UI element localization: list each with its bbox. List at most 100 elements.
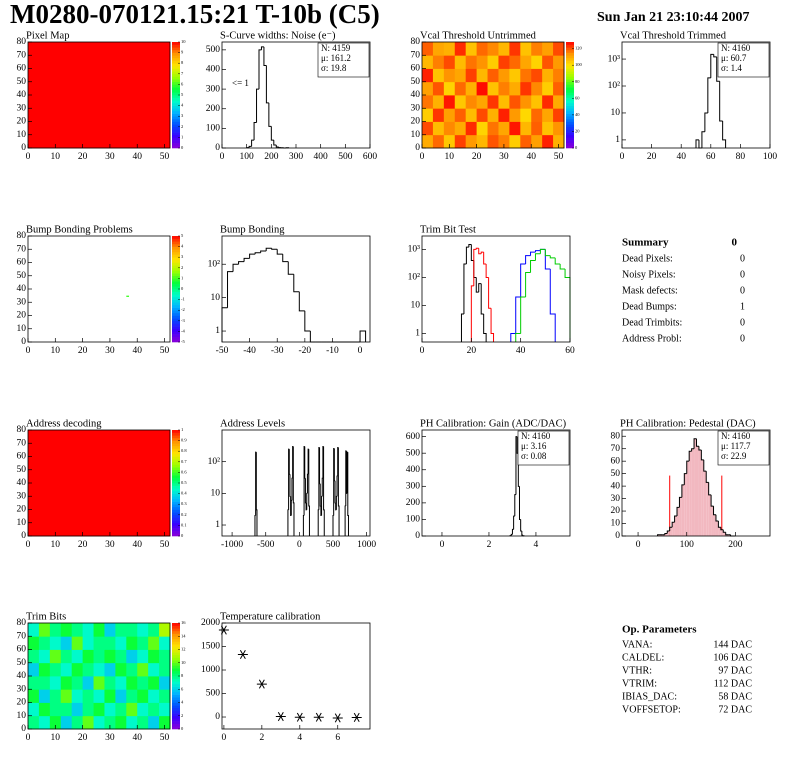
y-tick-label: 50 <box>611 469 621 479</box>
stats-line: N: 4160 <box>721 43 751 53</box>
color-bar-slice <box>172 236 180 239</box>
x-tick-label: 4 <box>297 733 302 743</box>
heatmap-cell <box>49 623 62 637</box>
panel-title: Trim Bit Test <box>420 224 476 235</box>
histogram-bin <box>490 308 495 342</box>
heatmap-cell <box>509 55 521 69</box>
histogram-bin <box>713 54 717 58</box>
histogram-bin <box>701 131 705 148</box>
y-tick-label: 60 <box>17 64 27 74</box>
heatmap-cell <box>476 68 488 83</box>
histogram-bin <box>664 533 668 535</box>
x-tick-label: 200 <box>264 152 279 162</box>
heatmap-cell <box>509 108 521 122</box>
heatmap-cell <box>498 134 510 149</box>
color-bar-slice <box>566 113 574 117</box>
op-label: VTHR: <box>622 665 652 676</box>
color-bar-slice <box>172 291 180 295</box>
x-tick-label: 0 <box>26 346 31 356</box>
color-bar-slice <box>172 302 180 306</box>
histogram-bin <box>686 460 690 474</box>
x-tick-label: 4 <box>534 540 539 550</box>
color-bar-slice <box>172 697 180 701</box>
y-tick-label: 10 <box>611 519 621 529</box>
color-bar-slice <box>172 445 180 449</box>
panel-title: Vcal Threshold Untrimmed <box>420 30 537 41</box>
color-bar-slice <box>566 110 574 114</box>
heatmap-cell <box>126 702 138 717</box>
heatmap-cell <box>137 662 149 677</box>
color-bar-slice <box>566 97 574 101</box>
histogram-bin <box>271 248 278 250</box>
color-bar-slice <box>172 49 180 53</box>
heatmap-cell <box>71 676 84 690</box>
x-tick-label: 100 <box>763 152 778 162</box>
heatmap-cell <box>443 42 456 56</box>
heatmap-cell <box>115 623 127 637</box>
heatmap-cell <box>520 55 532 69</box>
heatmap-cell <box>60 702 73 717</box>
histogram-fill <box>657 534 660 536</box>
color-bar-label: 10 <box>181 660 186 665</box>
y-tick-label: 1 <box>415 329 420 339</box>
histogram-bin <box>273 140 277 146</box>
x-tick-label: 60 <box>565 346 575 356</box>
histogram-bin <box>515 333 521 342</box>
color-bar-slice <box>566 84 574 88</box>
heatmap-cell <box>454 81 467 96</box>
op-title: Op. Parameters <box>622 624 697 636</box>
color-bar-slice <box>172 721 180 724</box>
y-tick-label: 60 <box>411 64 421 74</box>
heatmap-cell <box>487 55 499 69</box>
heatmap-cell <box>443 108 456 122</box>
histogram-bin <box>717 521 721 528</box>
heatmap-cell <box>487 108 499 122</box>
heatmap-cell <box>542 55 554 69</box>
histogram-bin <box>525 255 531 265</box>
color-bar-slice <box>172 68 180 72</box>
color-bar-label: 0 <box>181 533 184 538</box>
heatmap-cell <box>115 702 127 717</box>
y-tick-label: 80 <box>17 618 27 628</box>
x-tick-label: 30 <box>105 152 115 162</box>
panel-title: PH Calibration: Gain (ADC/DAC) <box>420 418 567 429</box>
y-tick-label: 0 <box>215 712 220 722</box>
color-bar-slice <box>172 97 180 101</box>
color-bar-label: 0.2 <box>181 512 187 517</box>
heatmap-cell <box>93 689 105 703</box>
histogram-bin <box>704 112 708 132</box>
histogram-bin <box>678 496 682 508</box>
color-bar-label: -3 <box>181 318 185 323</box>
color-bar-label: -5 <box>181 339 185 344</box>
heatmap-cell <box>520 42 532 56</box>
color-bar-slice <box>172 259 180 263</box>
y-tick-label: 10 <box>211 293 221 303</box>
x-tick-label: 0 <box>358 346 363 356</box>
color-bar-slice <box>172 467 180 471</box>
heatmap-cell <box>531 121 543 136</box>
color-bar-slice <box>172 87 180 90</box>
color-bar-slice <box>566 60 574 64</box>
histogram-bin <box>698 446 702 451</box>
color-bar-slice <box>172 726 180 730</box>
stats-line: μ: 161.2 <box>321 53 351 63</box>
x-tick-label: 100 <box>240 152 255 162</box>
color-bar-slice <box>172 71 180 75</box>
histogram-fill <box>681 484 685 536</box>
heatmap-cell <box>432 42 445 56</box>
color-bar-slice <box>566 121 574 125</box>
y-tick-label: 0 <box>615 531 620 541</box>
color-bar-label: 8 <box>181 673 184 678</box>
color-bar-slice <box>172 142 180 146</box>
histogram-fill <box>674 516 678 536</box>
heatmap-cell <box>542 95 554 109</box>
heatmap-cell <box>542 42 554 56</box>
y-tick-label: 20 <box>411 117 421 127</box>
heatmap-cell <box>487 68 499 83</box>
heatmap-cell <box>520 108 532 122</box>
color-bar-slice <box>172 517 180 521</box>
summary-count: 0 <box>740 253 745 264</box>
color-bar-slice <box>172 623 180 626</box>
heatmap-cell <box>520 81 532 96</box>
color-bar-slice <box>172 440 180 444</box>
